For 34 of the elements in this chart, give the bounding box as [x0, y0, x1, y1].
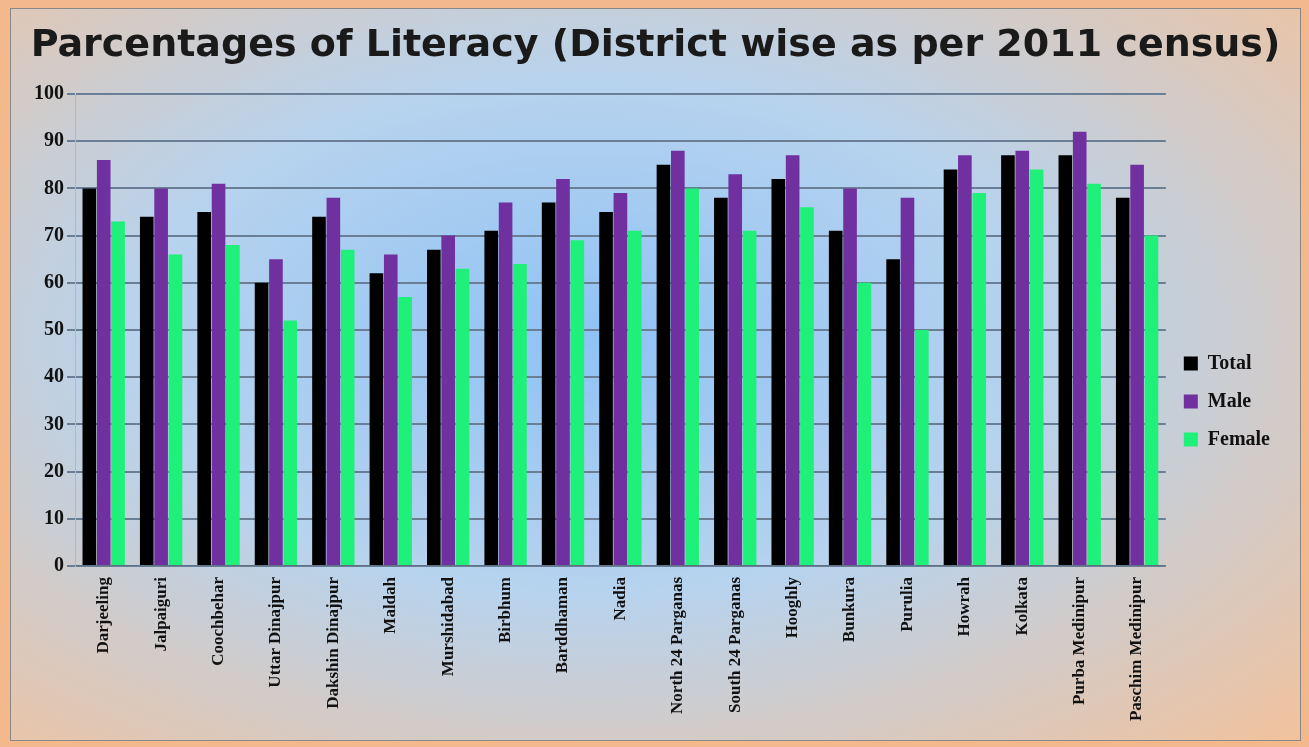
x-tick-label: Uttar Dinajpur: [265, 576, 285, 688]
x-tick-label: Purba Medinipur: [1069, 576, 1089, 705]
y-tick-label: 100: [34, 81, 64, 104]
chart-title: Parcentages of Literacy (District wise as per 2011 census): [29, 21, 1282, 65]
y-tick-label: 80: [44, 175, 64, 198]
x-tick-label: Murshidabad: [437, 576, 457, 677]
y-tick-label: 0: [54, 553, 64, 576]
y-tick-label: 10: [44, 505, 64, 528]
x-tick-label: Nadia: [609, 576, 629, 621]
x-tick-label: Kolkata: [1011, 576, 1031, 636]
legend-label: Female: [1207, 426, 1271, 449]
x-tick-label: Bunkura: [839, 576, 859, 643]
x-tick-label: Darjeeling: [93, 576, 113, 654]
legend-label: Total: [1207, 350, 1252, 373]
y-tick-label: 60: [44, 269, 64, 292]
x-tick-label: Maldah: [380, 576, 400, 634]
x-tick-label: Barddhaman: [552, 576, 572, 674]
x-tick-label: North 24 Parganas: [667, 576, 687, 714]
y-tick-label: 20: [44, 458, 64, 481]
x-tick-label: Jalpaiguri: [150, 576, 170, 652]
x-tick-label: Coochbehar: [207, 576, 227, 666]
x-tick-label: Birbhum: [494, 576, 514, 644]
y-tick-label: 40: [44, 364, 64, 387]
x-tick-label: Howrah: [954, 576, 974, 637]
x-tick-label: South 24 Parganas: [724, 576, 744, 713]
y-tick-label: 30: [44, 411, 64, 434]
legend-label: Male: [1207, 388, 1252, 411]
x-tick-label: Dakshin Dinajpur: [322, 576, 342, 709]
x-tick-label: Purulia: [896, 576, 916, 632]
y-tick-label: 50: [44, 317, 64, 340]
x-tick-label: Paschim Medinipur: [1126, 576, 1146, 722]
y-tick-label: 70: [44, 222, 64, 245]
x-tick-label: Hooghly: [782, 576, 802, 639]
y-tick-label: 90: [44, 128, 64, 151]
